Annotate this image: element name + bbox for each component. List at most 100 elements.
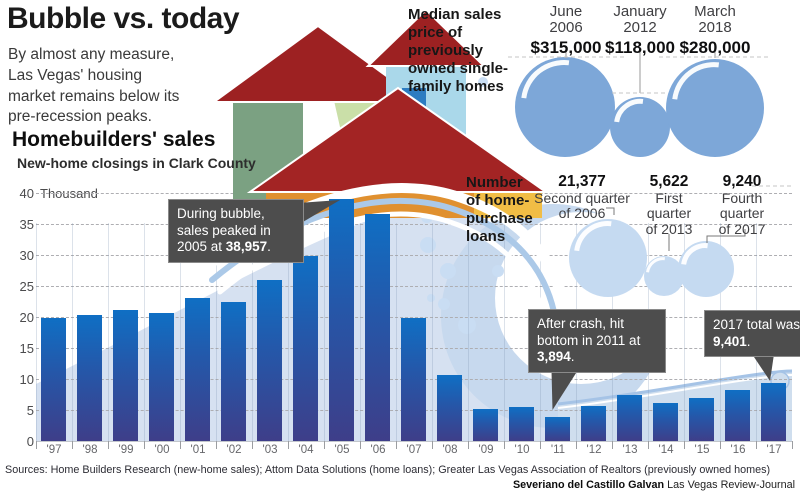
bar-chart [36, 193, 792, 441]
x-tick [792, 441, 793, 449]
sources-line: Sources: Home Builders Research (new-hom… [5, 464, 771, 476]
loans-section-label: Number of home- purchase loans [466, 174, 533, 245]
loans-label-q2-2006: 21,377 Second quarter of 2006 [521, 173, 643, 222]
x-tick-label: '03 [262, 444, 278, 456]
bar-yr00 [149, 313, 174, 441]
x-tick [720, 441, 721, 449]
callout-2005-peak: During bubble, sales peaked in 2005 at 3… [168, 199, 304, 264]
x-tick-label: '17 [766, 444, 782, 456]
chart-subtitle: New-home closings in Clark County [17, 155, 256, 171]
loans-label-q4-2017: 9,240 Fourth quarter of 2017 [681, 173, 800, 237]
callout-value: 3,894 [537, 349, 571, 365]
gridline [36, 286, 792, 287]
price-year: 2018 [698, 19, 732, 37]
callout-text: 2017 total was [713, 317, 800, 332]
year-divider [324, 223, 325, 441]
intro-text: By almost any measure, Las Vegas' housin… [8, 46, 180, 126]
credit-line: Severiano del Castillo Galvan Las Vegas … [513, 479, 795, 491]
year-divider [504, 223, 505, 441]
price-section-label: Median sales price of previously owned s… [408, 6, 509, 95]
callout-text: . [570, 349, 575, 365]
loans-value: 9,240 [722, 173, 762, 190]
x-tick [540, 441, 541, 449]
year-divider [252, 223, 253, 441]
year-divider [288, 223, 289, 441]
loans-bubble-q4-2017 [678, 241, 734, 297]
price-month: June [549, 3, 583, 20]
page-title: Bubble vs. today [7, 2, 240, 35]
loans-period: Second quarter of 2006 [534, 190, 630, 222]
bar-yr98 [77, 315, 102, 441]
x-tick [648, 441, 649, 449]
year-divider [396, 223, 397, 441]
chart-title: Homebuilders' sales [12, 128, 216, 151]
x-tick [216, 441, 217, 449]
price-label-march-2018: March 2018 $280,000 [655, 3, 775, 58]
loans-period: First quarter of 2013 [645, 190, 693, 237]
year-divider [180, 223, 181, 441]
loans-label-q1-2013: 5,622 First quarter of 2013 [608, 173, 730, 237]
y-tick-label: 0 [26, 434, 34, 449]
gridline [36, 317, 792, 318]
x-tick [324, 441, 325, 449]
x-tick-label: '07 [406, 444, 422, 456]
x-tick [756, 441, 757, 449]
x-tick-label: '01 [190, 444, 206, 456]
year-divider [468, 223, 469, 441]
bar-yr11 [545, 416, 570, 441]
bar-yr15 [689, 398, 714, 441]
bar-yr02 [221, 301, 246, 441]
bar-yr01 [185, 298, 210, 441]
loans-bubble-q1-2013 [644, 256, 684, 296]
year-divider [360, 223, 361, 441]
price-bubble-january-2012 [610, 97, 670, 157]
gridline [36, 255, 792, 256]
price-label-june-2006: June 2006 $315,000 [506, 3, 626, 58]
x-tick-label: '08 [442, 444, 458, 456]
bar-yr09 [473, 408, 498, 441]
x-tick-label: '98 [82, 444, 98, 456]
x-tick-label: '02 [226, 444, 242, 456]
callout-2017-total: 2017 total was 9,401. [704, 310, 800, 358]
bar-yr07 [401, 318, 426, 441]
callout-text: During bubble, sales peaked in 2005 at [177, 206, 271, 255]
x-tick [504, 441, 505, 449]
bar-yr14 [653, 402, 678, 441]
x-tick [144, 441, 145, 449]
x-tick [72, 441, 73, 449]
x-tick [288, 441, 289, 449]
loans-value: 21,377 [558, 173, 606, 190]
callout-2011-bottom: After crash, hit bottom in 2011 at 3,894… [528, 309, 666, 374]
x-tick [36, 441, 37, 449]
callout-text: . [267, 239, 271, 255]
loans-value: 5,622 [649, 173, 689, 190]
x-tick-label: '12 [586, 444, 602, 456]
bar-yr99 [113, 309, 138, 441]
bar-yr03 [257, 280, 282, 441]
bar-yr08 [437, 375, 462, 441]
x-tick-label: '16 [730, 444, 746, 456]
x-tick-label: '15 [694, 444, 710, 456]
callout-text: . [746, 333, 751, 349]
y-tick-label: 15 [19, 341, 34, 356]
x-tick-label: '05 [334, 444, 350, 456]
x-tick [468, 441, 469, 449]
x-tick-label: '00 [154, 444, 170, 456]
y-tick-label: 35 [19, 217, 34, 232]
callout-text: After crash, hit bottom in 2011 at [537, 316, 641, 348]
x-tick [360, 441, 361, 449]
price-value: $280,000 [679, 38, 751, 58]
bar-yr13 [617, 395, 642, 441]
price-year: 2006 [549, 19, 583, 37]
x-tick-label: '10 [514, 444, 530, 456]
x-tick [684, 441, 685, 449]
year-divider [36, 223, 37, 441]
year-divider [432, 223, 433, 441]
price-bubble-march-2018 [666, 59, 764, 157]
x-tick-label: '14 [658, 444, 674, 456]
price-value: $315,000 [530, 38, 602, 58]
x-tick [252, 441, 253, 449]
